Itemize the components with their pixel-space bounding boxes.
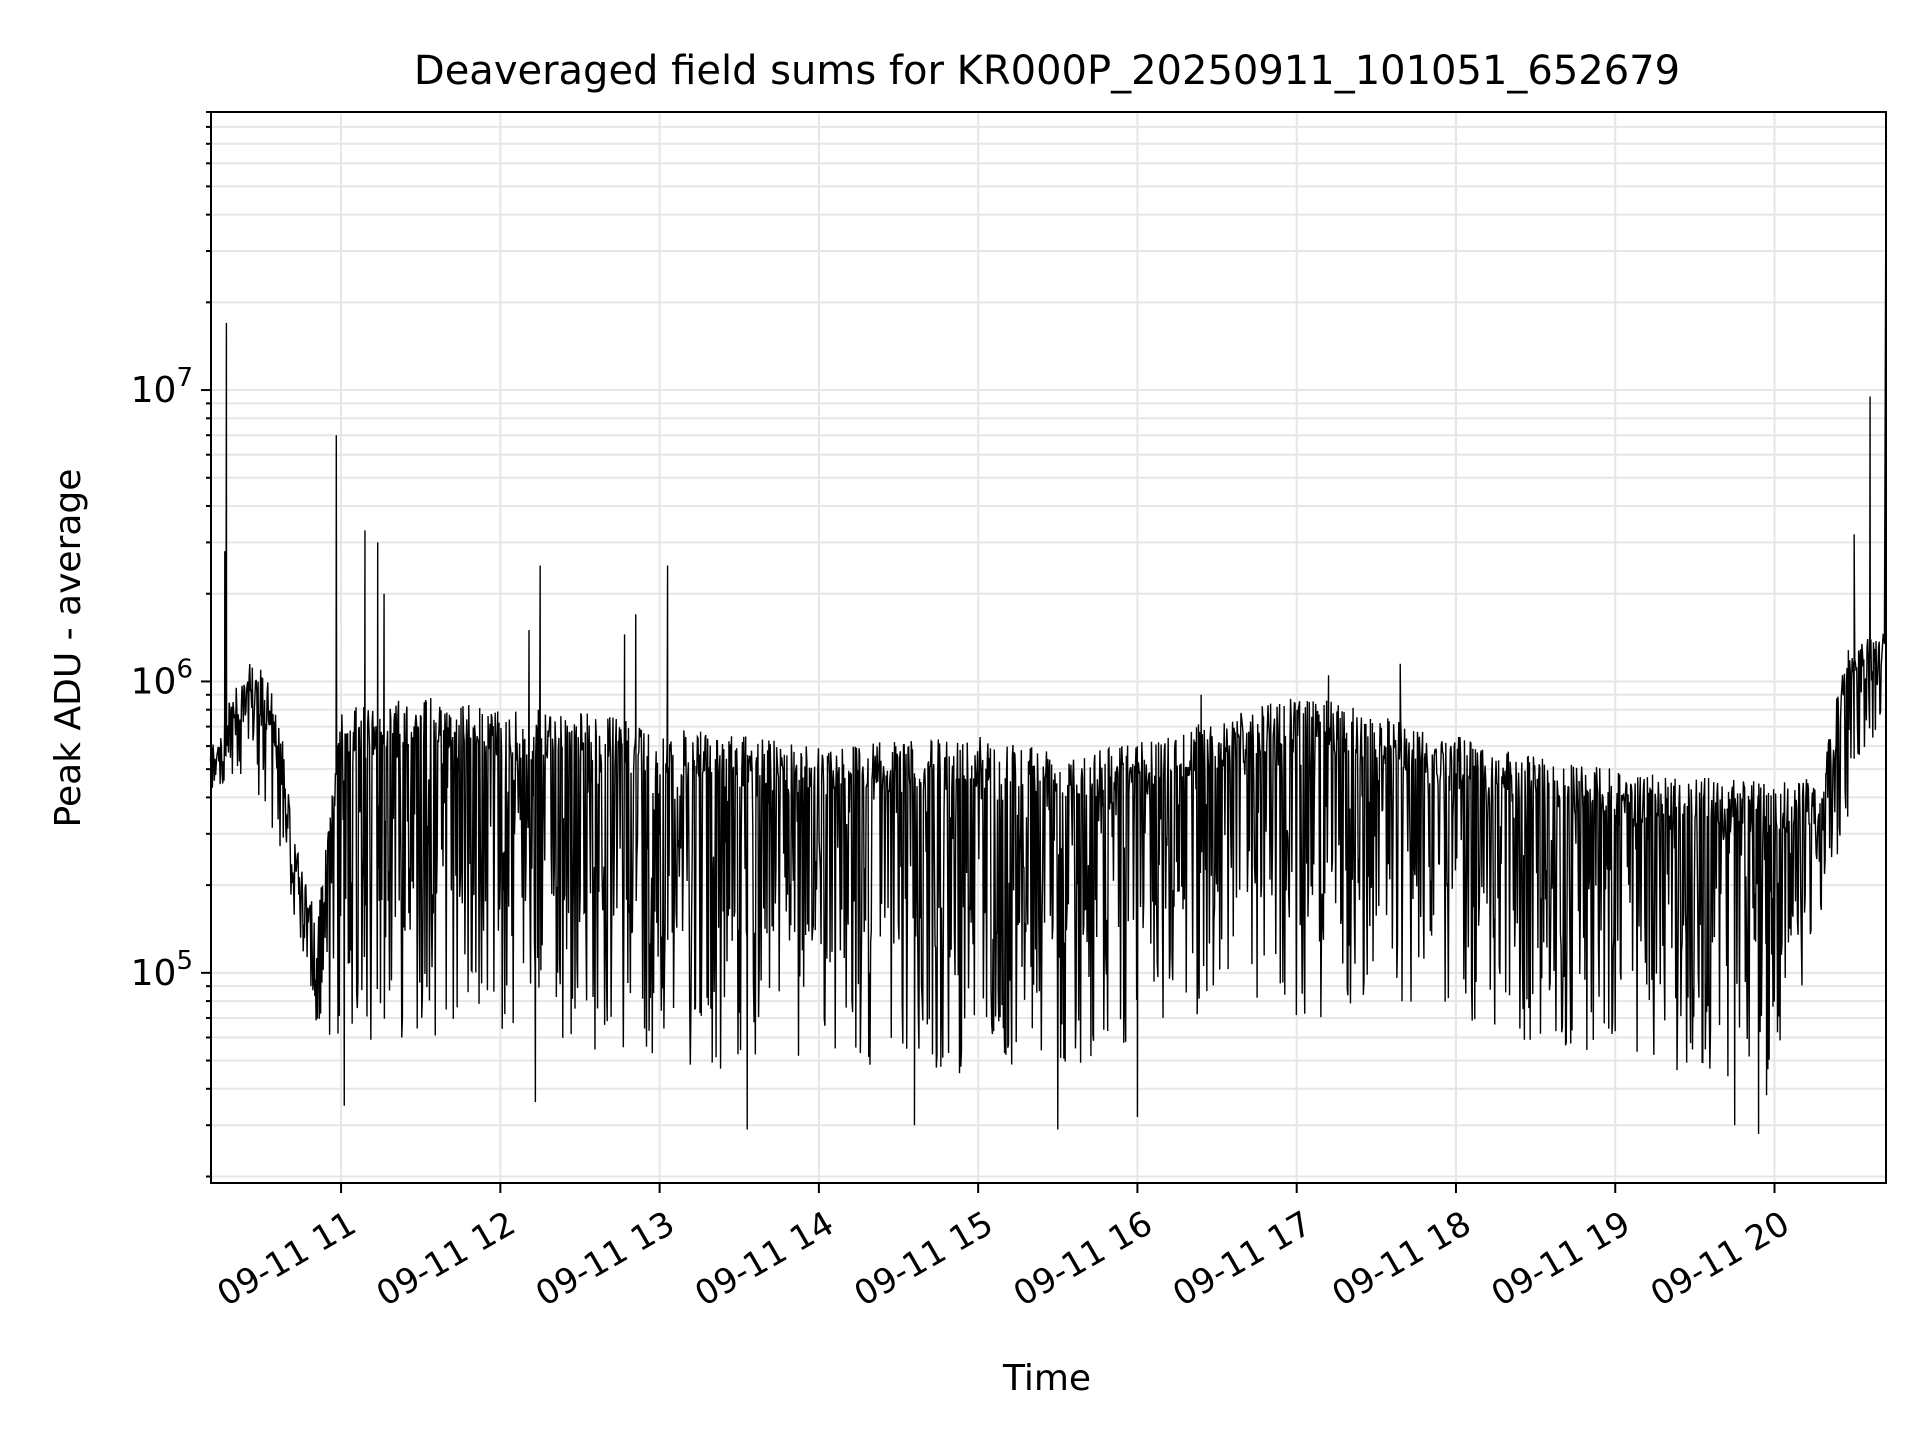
y-tick-label: 107 [131,363,193,411]
chart-title: Deaveraged field sums for KR000P_2025091… [414,48,1680,94]
y-tick-label: 106 [131,654,193,702]
data-series [209,163,1887,1134]
y-axis: 105 106 107 [131,111,211,1178]
y-tick-label: 105 [131,946,193,994]
plot-frame [210,111,1887,1184]
x-axis-label: Time [1002,1358,1091,1399]
y-axis-label: Peak ADU - average [48,469,89,828]
series-line [209,163,1887,1134]
